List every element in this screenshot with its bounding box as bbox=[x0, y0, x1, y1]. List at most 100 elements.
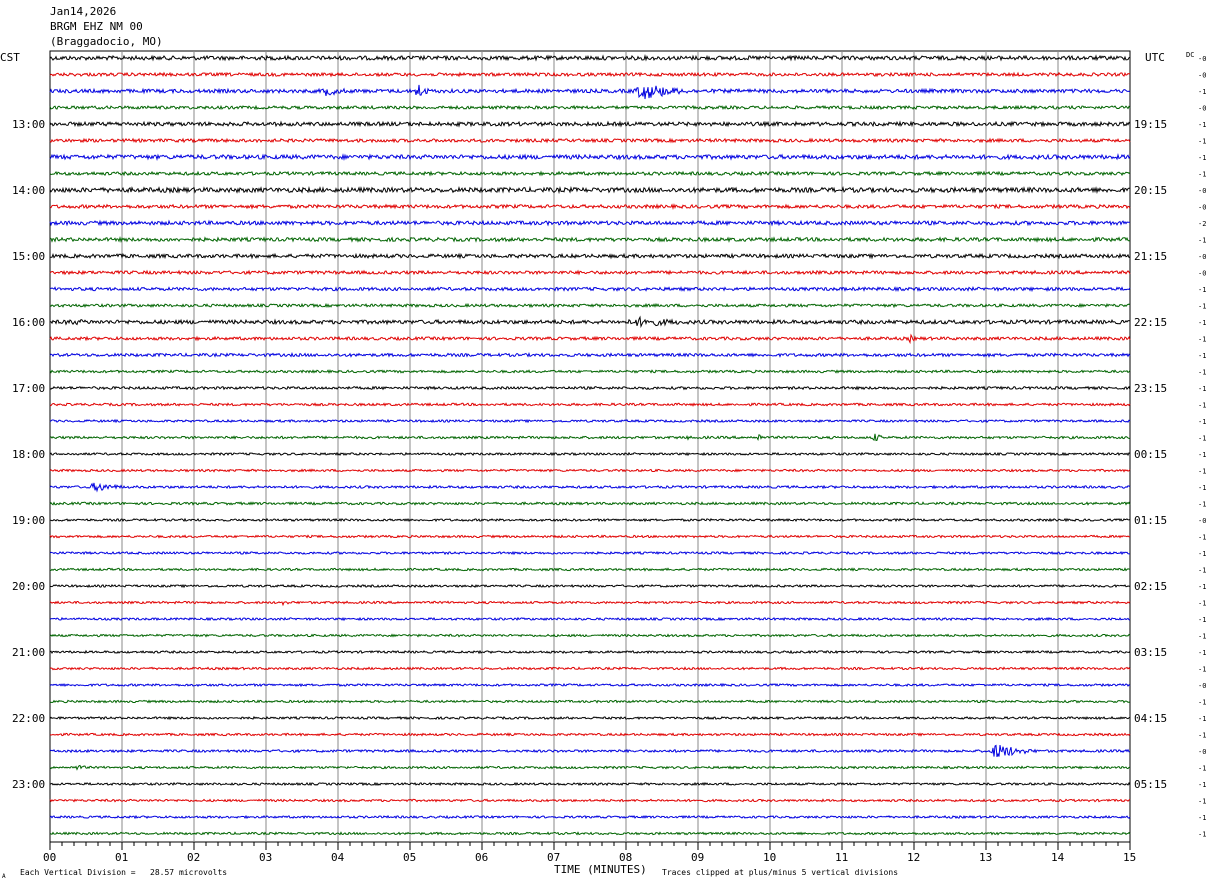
cst-hour-label: 21:00 bbox=[12, 646, 45, 659]
dc-offset-label: -0 bbox=[1198, 187, 1206, 195]
x-tick-label: 01 bbox=[115, 851, 128, 864]
trace-row bbox=[49, 333, 1131, 345]
trace-row bbox=[49, 236, 1131, 244]
x-tick-label: 09 bbox=[691, 851, 704, 864]
utc-hour-label: 22:15 bbox=[1134, 316, 1167, 329]
dc-offset-label: -1 bbox=[1198, 286, 1206, 294]
dc-offset-label: -1 bbox=[1198, 385, 1206, 393]
cst-hour-label: 17:00 bbox=[12, 382, 45, 395]
utc-hour-label: 21:15 bbox=[1134, 250, 1167, 263]
x-tick-label: 05 bbox=[403, 851, 416, 864]
trace-row bbox=[49, 315, 1131, 329]
trace-row bbox=[49, 517, 1131, 523]
dc-offset-label: -1 bbox=[1198, 814, 1206, 822]
utc-hour-label: 20:15 bbox=[1134, 184, 1167, 197]
trace-row bbox=[49, 170, 1131, 177]
utc-hour-label: 05:15 bbox=[1134, 778, 1167, 791]
trace-row bbox=[49, 54, 1131, 62]
dc-offset-label: -1 bbox=[1198, 699, 1206, 707]
x-tick-label: 07 bbox=[547, 851, 560, 864]
dc-offset-label: -1 bbox=[1198, 138, 1206, 146]
trace-row bbox=[49, 252, 1131, 260]
trace-row bbox=[49, 567, 1130, 572]
trace-row bbox=[49, 534, 1131, 539]
dc-offset-label: -1 bbox=[1198, 633, 1206, 641]
dc-offset-label: -1 bbox=[1198, 781, 1206, 789]
trace-row bbox=[49, 185, 1131, 195]
trace-row bbox=[49, 269, 1131, 276]
dc-offset-label: -1 bbox=[1198, 765, 1206, 773]
trace-row bbox=[49, 351, 1131, 358]
cst-hour-label: 22:00 bbox=[12, 712, 45, 725]
trace-row bbox=[49, 468, 1131, 473]
x-axis-title: TIME (MINUTES) bbox=[554, 863, 647, 876]
plot-frame bbox=[49, 50, 1131, 843]
trace-row bbox=[49, 71, 1131, 78]
dc-offset-label: -1 bbox=[1198, 666, 1206, 674]
trace-row bbox=[49, 649, 1131, 655]
dc-offset-label: -0 bbox=[1198, 682, 1206, 690]
cst-axis-label: CST bbox=[0, 51, 20, 64]
x-tick-label: 06 bbox=[475, 851, 488, 864]
trace-row bbox=[49, 666, 1131, 671]
trace-row bbox=[49, 732, 1131, 737]
x-tick-label: 15 bbox=[1123, 851, 1136, 864]
cst-hour-label: 20:00 bbox=[12, 580, 45, 593]
trace-row bbox=[49, 781, 1131, 787]
cst-hour-label: 18:00 bbox=[12, 448, 45, 461]
x-tick-label: 08 bbox=[619, 851, 632, 864]
dc-offset-label: -1 bbox=[1198, 451, 1206, 459]
trace-row bbox=[49, 550, 1130, 556]
dc-offset-label: -1 bbox=[1198, 402, 1206, 410]
dc-offset-label: -0 bbox=[1198, 204, 1206, 212]
trace-row bbox=[49, 600, 1131, 607]
utc-hour-label: 19:15 bbox=[1134, 118, 1167, 131]
trace-row bbox=[49, 152, 1131, 161]
x-tick-label: 00 bbox=[43, 851, 56, 864]
trace-row bbox=[49, 219, 1131, 227]
trace-row bbox=[49, 120, 1131, 128]
trace-row bbox=[49, 433, 1131, 442]
dc-offset-label: -1 bbox=[1198, 88, 1206, 96]
dc-offset-label: -0 bbox=[1198, 72, 1206, 80]
trace-row bbox=[49, 482, 1131, 493]
dc-offset-label: -1 bbox=[1198, 534, 1206, 542]
x-tick-label: 13 bbox=[979, 851, 992, 864]
corner-mark: A bbox=[2, 873, 6, 880]
cst-hour-label: 19:00 bbox=[12, 514, 45, 527]
trace-row bbox=[49, 798, 1131, 803]
dc-offset-label: -1 bbox=[1198, 237, 1206, 245]
utc-hour-label: 03:15 bbox=[1134, 646, 1167, 659]
dc-offset-label: -1 bbox=[1198, 121, 1206, 129]
clip-note: Traces clipped at plus/minus 5 vertical … bbox=[662, 868, 898, 877]
dc-offset-label: -1 bbox=[1198, 831, 1206, 839]
trace-row bbox=[49, 831, 1131, 836]
dc-offset-label: -1 bbox=[1198, 369, 1206, 377]
trace-row bbox=[49, 104, 1131, 111]
dc-offset-label: -1 bbox=[1198, 583, 1206, 591]
trace-row bbox=[49, 286, 1131, 293]
dc-offset-label: -1 bbox=[1198, 435, 1206, 443]
x-tick-label: 14 bbox=[1051, 851, 1065, 864]
dc-offset-label: -1 bbox=[1198, 567, 1206, 575]
x-tick-label: 12 bbox=[907, 851, 920, 864]
cst-hour-label: 13:00 bbox=[12, 118, 45, 131]
x-tick-label: 03 bbox=[259, 851, 272, 864]
dc-offset-label: -0 bbox=[1198, 105, 1206, 113]
station-location: (Braggadocio, MO) bbox=[50, 35, 163, 48]
dc-offset-label: -1 bbox=[1198, 600, 1206, 608]
cst-hour-label: 23:00 bbox=[12, 778, 45, 791]
utc-axis-label: UTC bbox=[1145, 51, 1165, 64]
trace-row bbox=[49, 633, 1131, 638]
dc-offset-label: -1 bbox=[1198, 154, 1206, 162]
trace-row bbox=[49, 369, 1131, 374]
trace-row bbox=[49, 451, 1131, 457]
x-tick-label: 04 bbox=[331, 851, 345, 864]
cst-hour-label: 16:00 bbox=[12, 316, 45, 329]
trace-row bbox=[49, 137, 1131, 144]
trace-row bbox=[49, 814, 1131, 820]
dc-offset-label: -1 bbox=[1198, 336, 1206, 344]
scale-note: Each Vertical Division = 28.57 microvolt… bbox=[20, 868, 227, 877]
dc-offset-label: -0 bbox=[1198, 253, 1206, 261]
trace-row bbox=[49, 715, 1131, 721]
